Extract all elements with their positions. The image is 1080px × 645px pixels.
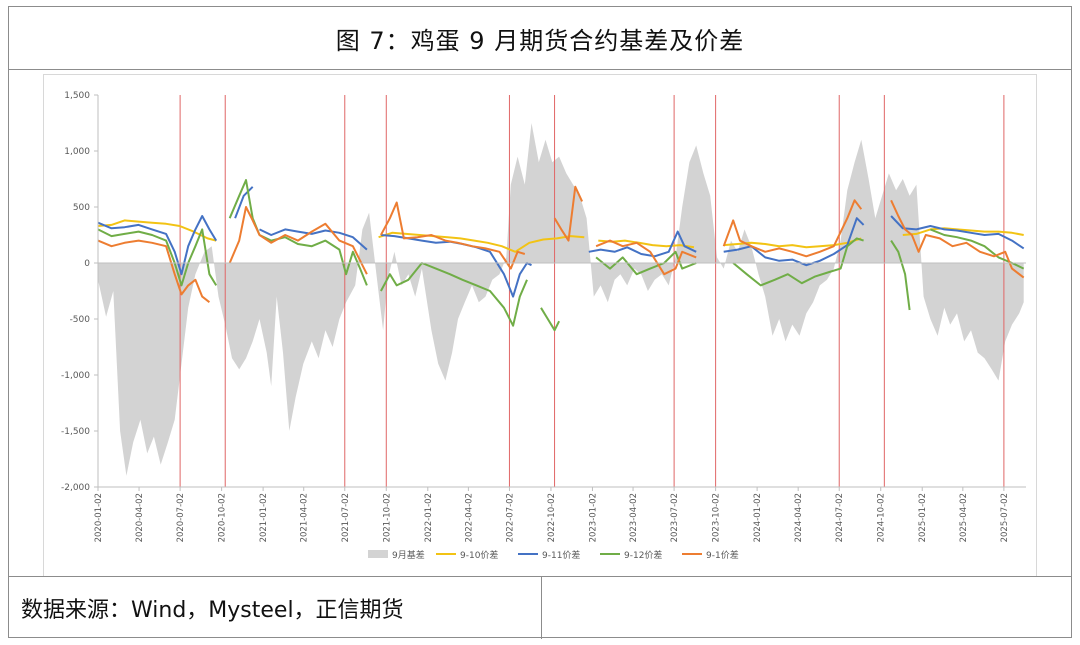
- source-text: 数据来源：Wind，Mysteel，正信期货: [9, 577, 542, 639]
- x-tick-label: 2023-01-02: [588, 493, 598, 542]
- chart-container: 1,500 1,000 500 0 -500 -1,000 -1,500 -2,000 2020…: [43, 74, 1037, 577]
- series-line-s91: [228, 206, 368, 275]
- legend-label: 9-1价差: [706, 549, 739, 561]
- x-tick-label: 2024-01-02: [753, 493, 763, 542]
- spread-lines-layer: [97, 179, 1025, 332]
- series-line-s911: [97, 215, 218, 276]
- series-line-s911: [234, 186, 254, 219]
- x-tick-label: 2024-04-02: [794, 493, 804, 542]
- series-line-s911: [890, 215, 1025, 250]
- series-line-s911: [588, 230, 697, 258]
- figure-frame: 图 7：鸡蛋 9 月期货合约基差及价差 1,500 1,000 500 0 -500 -1…: [8, 6, 1072, 639]
- legend-label: 9-11价差: [542, 549, 580, 561]
- y-tick-label: -1,000: [61, 371, 90, 381]
- x-tick-label: 2025-01-02: [918, 493, 928, 542]
- legend-item-s911: 9-11价差: [518, 549, 580, 561]
- legend-swatch: [368, 550, 388, 558]
- y-tick-label: 1,500: [64, 91, 90, 101]
- series-line-s91: [722, 199, 863, 258]
- x-tick-label: 2024-10-02: [877, 493, 887, 542]
- source-empty-cell: [542, 577, 1071, 639]
- series-line-s91: [97, 239, 211, 303]
- axes-layer: 1,500 1,000 500 0 -500 -1,000 -1,500 -2,000 2020…: [61, 91, 1026, 542]
- legend-label: 9-12价差: [624, 549, 662, 561]
- x-tick-label: 2025-04-02: [959, 493, 969, 542]
- source-row: 数据来源：Wind，Mysteel，正信期货: [9, 576, 1071, 639]
- series-line-s91: [595, 239, 697, 276]
- x-tick-label: 2023-10-02: [712, 493, 722, 542]
- x-tick-label: 2025-07-02: [1000, 493, 1010, 542]
- series-line-s910: [902, 227, 1024, 236]
- series-line-s911: [723, 217, 865, 267]
- x-tick-label: 2022-10-02: [547, 493, 557, 542]
- figure-title: 图 7：鸡蛋 9 月期货合约基差及价差: [9, 7, 1071, 70]
- legend-item-s910: 9-10价差: [436, 549, 498, 561]
- legend-item-s912: 9-12价差: [600, 549, 662, 561]
- y-tick-label: 0: [84, 259, 90, 269]
- series-line-s912: [540, 307, 560, 332]
- y-tick-label: 1,000: [64, 147, 90, 157]
- legend: 9月基差 9-10价差 9-11价差 9-12价差 9-1价差: [368, 549, 739, 561]
- x-tick-label: 2023-07-02: [670, 493, 680, 542]
- series-line-s912: [228, 179, 368, 286]
- x-tick-label: 2021-07-02: [341, 493, 351, 542]
- legend-item-basis: 9月基差: [368, 549, 425, 561]
- series-line-s912: [380, 262, 528, 327]
- x-tick-label: 2021-04-02: [300, 493, 310, 542]
- x-tick-label: 2021-01-02: [259, 493, 269, 542]
- legend-label: 9月基差: [392, 549, 425, 561]
- series-line-s91: [380, 201, 526, 270]
- x-tick-label: 2020-04-02: [135, 493, 145, 542]
- y-tick-label: -1,500: [61, 427, 90, 437]
- expiry-lines-layer: [179, 95, 1005, 487]
- x-tick-label: 2021-10-02: [382, 493, 392, 542]
- series-line-s91: [553, 185, 584, 242]
- x-tick-label: 2022-01-02: [424, 493, 434, 542]
- x-tick-label: 2020-07-02: [176, 493, 186, 542]
- series-line-s91: [890, 199, 1025, 279]
- basis-area-layer: [98, 123, 1024, 476]
- x-tick-label: 2024-07-02: [835, 493, 845, 542]
- y-tick-label: 500: [73, 203, 90, 213]
- x-tick-label: 2020-01-02: [94, 493, 104, 542]
- legend-item-s91: 9-1价差: [682, 549, 739, 561]
- x-tick-label: 2022-04-02: [464, 493, 474, 542]
- series-line-s910: [378, 231, 585, 253]
- x-tick-label: 2023-04-02: [629, 493, 639, 542]
- x-tick-label: 2020-10-02: [218, 493, 228, 542]
- x-tick-label: 2022-07-02: [505, 493, 515, 542]
- basis-area: [98, 123, 1024, 476]
- y-tick-label: -2,000: [61, 483, 90, 493]
- chart-svg: 1,500 1,000 500 0 -500 -1,000 -1,500 -2,000 2020…: [61, 91, 1026, 561]
- legend-label: 9-10价差: [460, 549, 498, 561]
- series-line-s912: [732, 237, 864, 287]
- series-line-s911: [259, 228, 368, 251]
- y-tick-label: -500: [70, 315, 91, 325]
